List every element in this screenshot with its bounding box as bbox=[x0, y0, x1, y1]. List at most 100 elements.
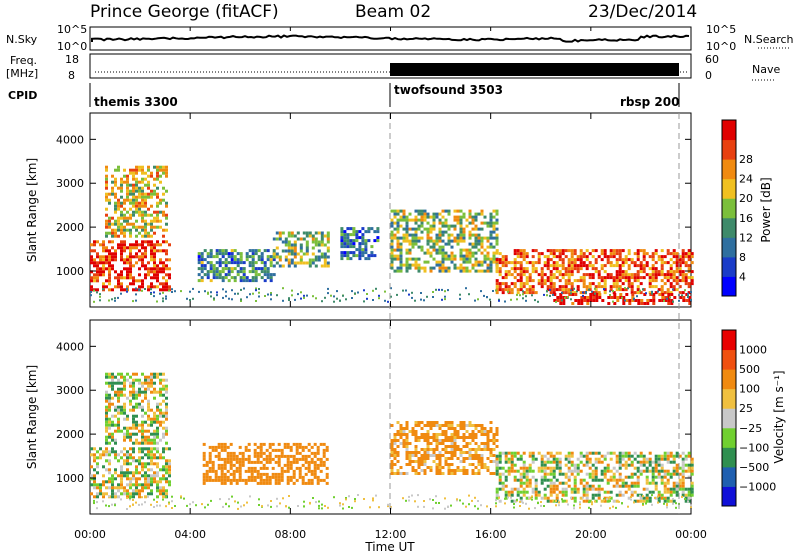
data-cell bbox=[495, 490, 499, 494]
data-cell bbox=[138, 225, 141, 229]
data-cell bbox=[444, 433, 448, 436]
data-cell bbox=[477, 457, 481, 460]
data-cell bbox=[627, 258, 631, 262]
ground-scatter-cell bbox=[267, 504, 269, 507]
data-cell bbox=[153, 231, 156, 235]
data-cell bbox=[274, 478, 278, 482]
data-cell bbox=[546, 451, 550, 455]
data-cell bbox=[567, 279, 571, 283]
data-cell bbox=[259, 442, 263, 446]
data-cell bbox=[373, 254, 377, 258]
data-cell bbox=[117, 417, 120, 421]
data-cell bbox=[465, 257, 469, 261]
data-cell bbox=[111, 234, 114, 238]
data-cell bbox=[501, 276, 505, 280]
data-cell bbox=[111, 375, 114, 379]
data-cell bbox=[504, 460, 508, 464]
data-cell bbox=[492, 215, 496, 219]
data-cell bbox=[483, 248, 487, 252]
ground-scatter-cell bbox=[351, 506, 353, 509]
ground-scatter-cell bbox=[495, 505, 497, 508]
data-cell bbox=[561, 261, 565, 265]
data-cell bbox=[654, 279, 658, 283]
data-cell bbox=[579, 252, 583, 256]
velocity-colorbar-segment bbox=[722, 349, 736, 370]
data-cell bbox=[468, 251, 472, 255]
ground-scatter-cell bbox=[666, 506, 668, 509]
ground-scatter-cell bbox=[654, 496, 656, 499]
data-cell bbox=[390, 448, 394, 451]
ground-scatter-cell bbox=[126, 496, 128, 499]
data-cell bbox=[594, 267, 598, 271]
data-cell bbox=[402, 209, 406, 213]
data-cell bbox=[162, 393, 165, 397]
data-cell bbox=[156, 429, 159, 433]
data-cell bbox=[429, 421, 433, 424]
data-cell bbox=[528, 261, 532, 265]
data-cell bbox=[426, 445, 430, 448]
data-cell bbox=[251, 279, 255, 283]
data-cell bbox=[168, 480, 171, 484]
data-cell bbox=[245, 258, 249, 262]
ground-scatter-cell bbox=[534, 299, 536, 302]
data-cell bbox=[411, 257, 415, 261]
data-cell bbox=[132, 387, 135, 391]
data-cell bbox=[117, 204, 120, 208]
ground-scatter-cell bbox=[495, 289, 497, 292]
data-cell bbox=[162, 213, 165, 217]
data-cell bbox=[537, 252, 541, 256]
data-cell bbox=[580, 302, 584, 305]
ground-scatter-cell bbox=[504, 497, 506, 500]
data-cell bbox=[571, 293, 575, 296]
data-cell bbox=[582, 264, 586, 268]
data-cell bbox=[399, 433, 403, 436]
data-cell bbox=[150, 282, 153, 286]
data-cell bbox=[223, 481, 227, 485]
data-cell bbox=[230, 261, 234, 265]
data-cell bbox=[405, 433, 409, 436]
data-cell bbox=[221, 249, 225, 253]
ground-scatter-cell bbox=[285, 505, 287, 508]
ground-scatter-cell bbox=[414, 500, 416, 503]
ground-scatter-cell bbox=[456, 498, 458, 501]
data-cell bbox=[561, 481, 565, 485]
data-cell bbox=[612, 249, 616, 253]
data-cell bbox=[138, 195, 141, 199]
data-cell bbox=[200, 264, 204, 268]
data-cell bbox=[114, 228, 117, 232]
data-cell bbox=[630, 475, 634, 479]
data-cell bbox=[105, 219, 108, 223]
data-cell bbox=[648, 469, 652, 473]
data-cell bbox=[628, 302, 632, 305]
data-cell bbox=[618, 270, 622, 274]
data-cell bbox=[657, 496, 661, 500]
ground-scatter-cell bbox=[405, 289, 407, 292]
data-cell bbox=[613, 302, 617, 305]
data-cell bbox=[438, 463, 442, 466]
data-cell bbox=[681, 291, 685, 295]
data-cell bbox=[135, 240, 138, 244]
ground-scatter-cell bbox=[477, 500, 479, 502]
data-cell bbox=[633, 466, 637, 470]
data-cell bbox=[441, 221, 445, 225]
data-cell bbox=[289, 454, 293, 458]
data-cell bbox=[114, 180, 117, 184]
data-cell bbox=[546, 466, 550, 470]
data-cell bbox=[165, 216, 168, 220]
ground-scatter-cell bbox=[603, 499, 605, 502]
data-cell bbox=[462, 469, 466, 472]
data-cell bbox=[687, 255, 691, 259]
ground-scatter-cell bbox=[579, 501, 581, 504]
data-cell bbox=[609, 469, 613, 473]
data-cell bbox=[477, 233, 481, 237]
data-cell bbox=[435, 433, 439, 436]
data-cell bbox=[414, 257, 418, 261]
data-cell bbox=[144, 438, 147, 442]
ground-scatter-cell bbox=[435, 501, 437, 504]
data-cell bbox=[144, 264, 147, 268]
data-cell bbox=[615, 478, 619, 482]
data-cell bbox=[298, 466, 302, 470]
power-colorbar-tick: 16 bbox=[739, 212, 753, 225]
